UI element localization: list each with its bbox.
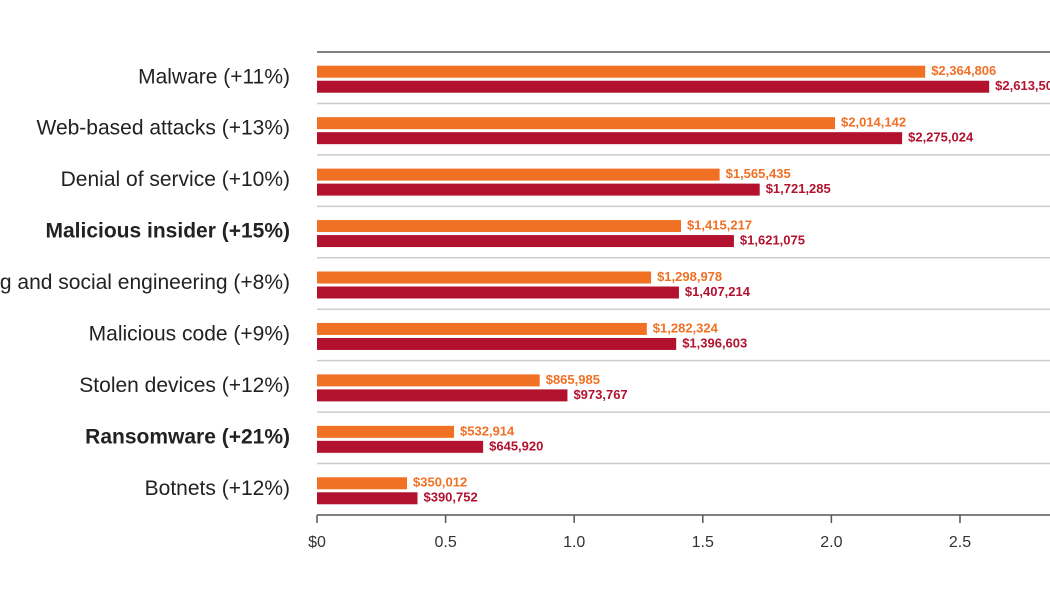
bar xyxy=(317,271,652,284)
category-label: Ransomware (+21%) xyxy=(85,425,290,448)
value-label: $865,985 xyxy=(546,372,600,387)
bar xyxy=(317,168,720,181)
category-label: Denial of service (+10%) xyxy=(61,168,290,191)
bar xyxy=(317,132,903,145)
value-label: $1,565,435 xyxy=(726,166,791,181)
bar xyxy=(317,389,568,402)
x-tick-label: 2.5 xyxy=(949,534,971,551)
value-label: $2,275,024 xyxy=(908,130,974,145)
value-label: $1,282,324 xyxy=(653,320,719,335)
category-label: Malware (+11%) xyxy=(138,65,290,88)
bar xyxy=(317,286,679,299)
bar xyxy=(317,322,647,335)
value-label: $390,752 xyxy=(423,490,477,505)
bar xyxy=(317,183,760,196)
value-label: $2,364,806 xyxy=(931,63,996,78)
category-label: Malicious code (+9%) xyxy=(89,322,290,345)
value-label: $532,914 xyxy=(460,423,515,438)
value-label: $350,012 xyxy=(413,475,467,490)
category-label: Botnets (+12%) xyxy=(145,477,290,500)
value-label: $1,396,603 xyxy=(682,335,747,350)
bar xyxy=(317,220,681,233)
bar xyxy=(317,425,455,438)
x-tick-label: 0.5 xyxy=(434,534,456,551)
bar xyxy=(317,235,734,248)
bar xyxy=(317,440,484,453)
value-label: $1,415,217 xyxy=(687,217,752,232)
value-label: $1,721,285 xyxy=(766,181,831,196)
bar xyxy=(317,337,677,350)
category-label: Stolen devices (+12%) xyxy=(79,374,290,397)
bar xyxy=(317,117,836,130)
x-tick-label: $0 xyxy=(308,534,326,551)
value-label: $1,298,978 xyxy=(657,269,722,284)
value-label: $973,767 xyxy=(573,387,627,402)
bar xyxy=(317,492,418,505)
value-label: $2,613,503 xyxy=(995,78,1050,93)
category-label: Web-based attacks (+13%) xyxy=(37,117,291,140)
bar xyxy=(317,477,408,490)
bar xyxy=(317,374,540,387)
x-tick-label: 1.0 xyxy=(563,534,585,551)
category-label: Malicious insider (+15%) xyxy=(46,220,291,243)
value-label: $1,407,214 xyxy=(685,284,751,299)
value-label: $645,920 xyxy=(489,438,543,453)
bar xyxy=(317,80,990,93)
x-tick-label: 2.0 xyxy=(820,534,842,551)
bar xyxy=(317,65,926,78)
value-label: $2,014,142 xyxy=(841,115,906,130)
value-label: $1,621,075 xyxy=(740,232,805,247)
category-label: Phishing and social engineering (+8%) xyxy=(0,271,290,294)
x-tick-label: 1.5 xyxy=(692,534,714,551)
